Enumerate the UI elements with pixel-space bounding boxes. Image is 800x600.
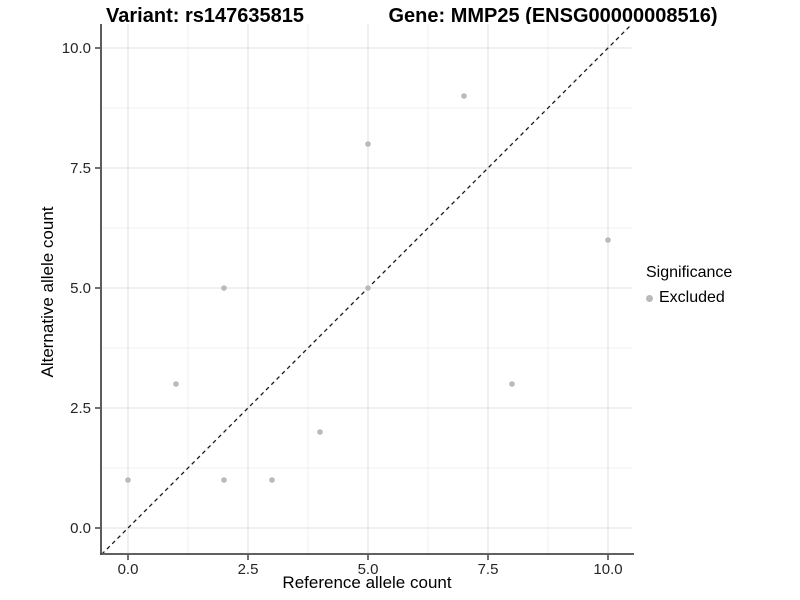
data-point bbox=[221, 285, 227, 291]
x-tick-label: 5.0 bbox=[358, 561, 379, 578]
data-point bbox=[125, 477, 131, 483]
x-tick-label: 0.0 bbox=[118, 561, 139, 578]
data-point bbox=[269, 477, 275, 483]
y-tick-label: 0.0 bbox=[70, 520, 91, 537]
y-tick-label: 7.5 bbox=[70, 160, 91, 177]
data-point bbox=[605, 237, 611, 243]
x-tick-label: 2.5 bbox=[238, 561, 259, 578]
x-axis-title: Reference allele count bbox=[282, 573, 452, 592]
data-point bbox=[221, 477, 227, 483]
plot-title-variant: Variant: rs147635815 bbox=[106, 5, 304, 27]
excluded-point-icon bbox=[646, 294, 653, 302]
data-point bbox=[509, 381, 515, 387]
y-tick-label: 5.0 bbox=[70, 280, 91, 297]
data-point bbox=[461, 93, 467, 99]
y-tick-label: 2.5 bbox=[70, 400, 91, 417]
data-point bbox=[317, 429, 323, 435]
legend-title: Significance bbox=[646, 264, 733, 281]
y-axis-title: Alternative allele count bbox=[38, 206, 57, 378]
legend-item-excluded: Excluded bbox=[646, 289, 732, 307]
x-tick-label: 10.0 bbox=[593, 561, 622, 578]
data-point bbox=[173, 381, 179, 387]
data-point bbox=[365, 141, 371, 147]
y-tick-label: 10.0 bbox=[62, 40, 91, 57]
x-tick-label: 7.5 bbox=[478, 561, 499, 578]
legend-item-label: Excluded bbox=[659, 289, 725, 306]
legend: Significance Excluded bbox=[646, 264, 732, 307]
data-point bbox=[365, 285, 371, 291]
plot-title-gene: Gene: MMP25 (ENSG00000008516) bbox=[388, 5, 718, 27]
